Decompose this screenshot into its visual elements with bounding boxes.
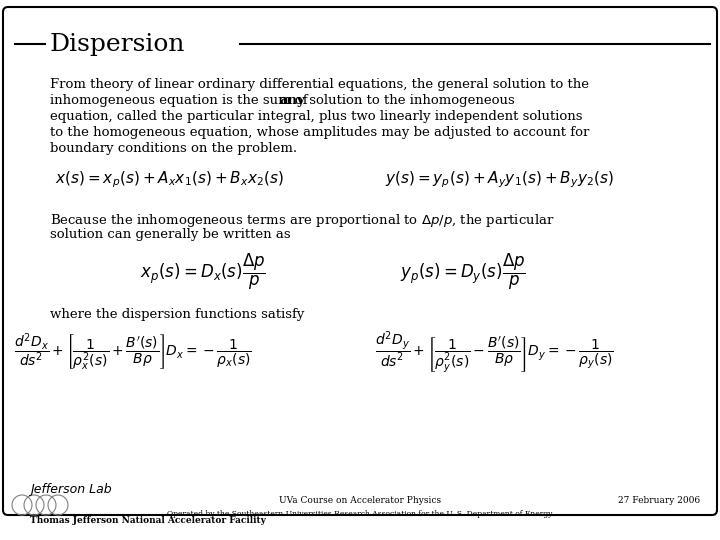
Text: any: any (280, 94, 306, 107)
Text: $\dfrac{d^2 D_x}{ds^2}+\left[\dfrac{1}{\rho_x^2\left(s\right)}+\dfrac{B^{\prime}: $\dfrac{d^2 D_x}{ds^2}+\left[\dfrac{1}{\… (14, 331, 252, 373)
Text: solution to the inhomogeneous: solution to the inhomogeneous (305, 94, 515, 107)
Text: equation, called the particular integral, plus two linearly independent solution: equation, called the particular integral… (50, 110, 582, 123)
Text: 27 February 2006: 27 February 2006 (618, 496, 700, 505)
Text: UVa Course on Accelerator Physics: UVa Course on Accelerator Physics (279, 496, 441, 505)
Text: From theory of linear ordinary differential equations, the general solution to t: From theory of linear ordinary different… (50, 78, 589, 91)
Text: Thomas Jefferson National Accelerator Facility: Thomas Jefferson National Accelerator Fa… (30, 516, 266, 525)
Text: Operated by the Southeastern Universities Research Association for the U. S. Dep: Operated by the Southeastern Universitie… (167, 510, 553, 518)
Text: Because the inhomogeneous terms are proportional to $\mathit{\Delta p/p}$, the p: Because the inhomogeneous terms are prop… (50, 212, 554, 229)
Text: $x_p\left(s\right)=D_x\left(s\right)\dfrac{\Delta p}{p}$: $x_p\left(s\right)=D_x\left(s\right)\dfr… (140, 252, 266, 292)
Text: $x\left(s\right)=x_p\left(s\right)+A_x x_1\left(s\right)+B_x x_2\left(s\right)$: $x\left(s\right)=x_p\left(s\right)+A_x x… (55, 170, 284, 190)
Text: Dispersion: Dispersion (50, 32, 186, 56)
Text: $\dfrac{d^2 D_y}{ds^2}+\left[\dfrac{1}{\rho_y^2\left(s\right)}-\dfrac{B^{\prime}: $\dfrac{d^2 D_y}{ds^2}+\left[\dfrac{1}{\… (375, 329, 613, 375)
Text: $y\left(s\right)=y_p\left(s\right)+A_y y_1\left(s\right)+B_y y_2\left(s\right)$: $y\left(s\right)=y_p\left(s\right)+A_y y… (385, 170, 613, 190)
FancyBboxPatch shape (3, 7, 717, 515)
Text: Jefferson Lab: Jefferson Lab (30, 483, 112, 496)
Text: where the dispersion functions satisfy: where the dispersion functions satisfy (50, 308, 305, 321)
Text: $y_p\left(s\right)=D_y\left(s\right)\dfrac{\Delta p}{p}$: $y_p\left(s\right)=D_y\left(s\right)\dfr… (400, 252, 526, 292)
Text: boundary conditions on the problem.: boundary conditions on the problem. (50, 142, 297, 155)
Text: inhomogeneous equation is the sum of: inhomogeneous equation is the sum of (50, 94, 312, 107)
Text: solution can generally be written as: solution can generally be written as (50, 228, 291, 241)
Text: to the homogeneous equation, whose amplitudes may be adjusted to account for: to the homogeneous equation, whose ampli… (50, 126, 590, 139)
